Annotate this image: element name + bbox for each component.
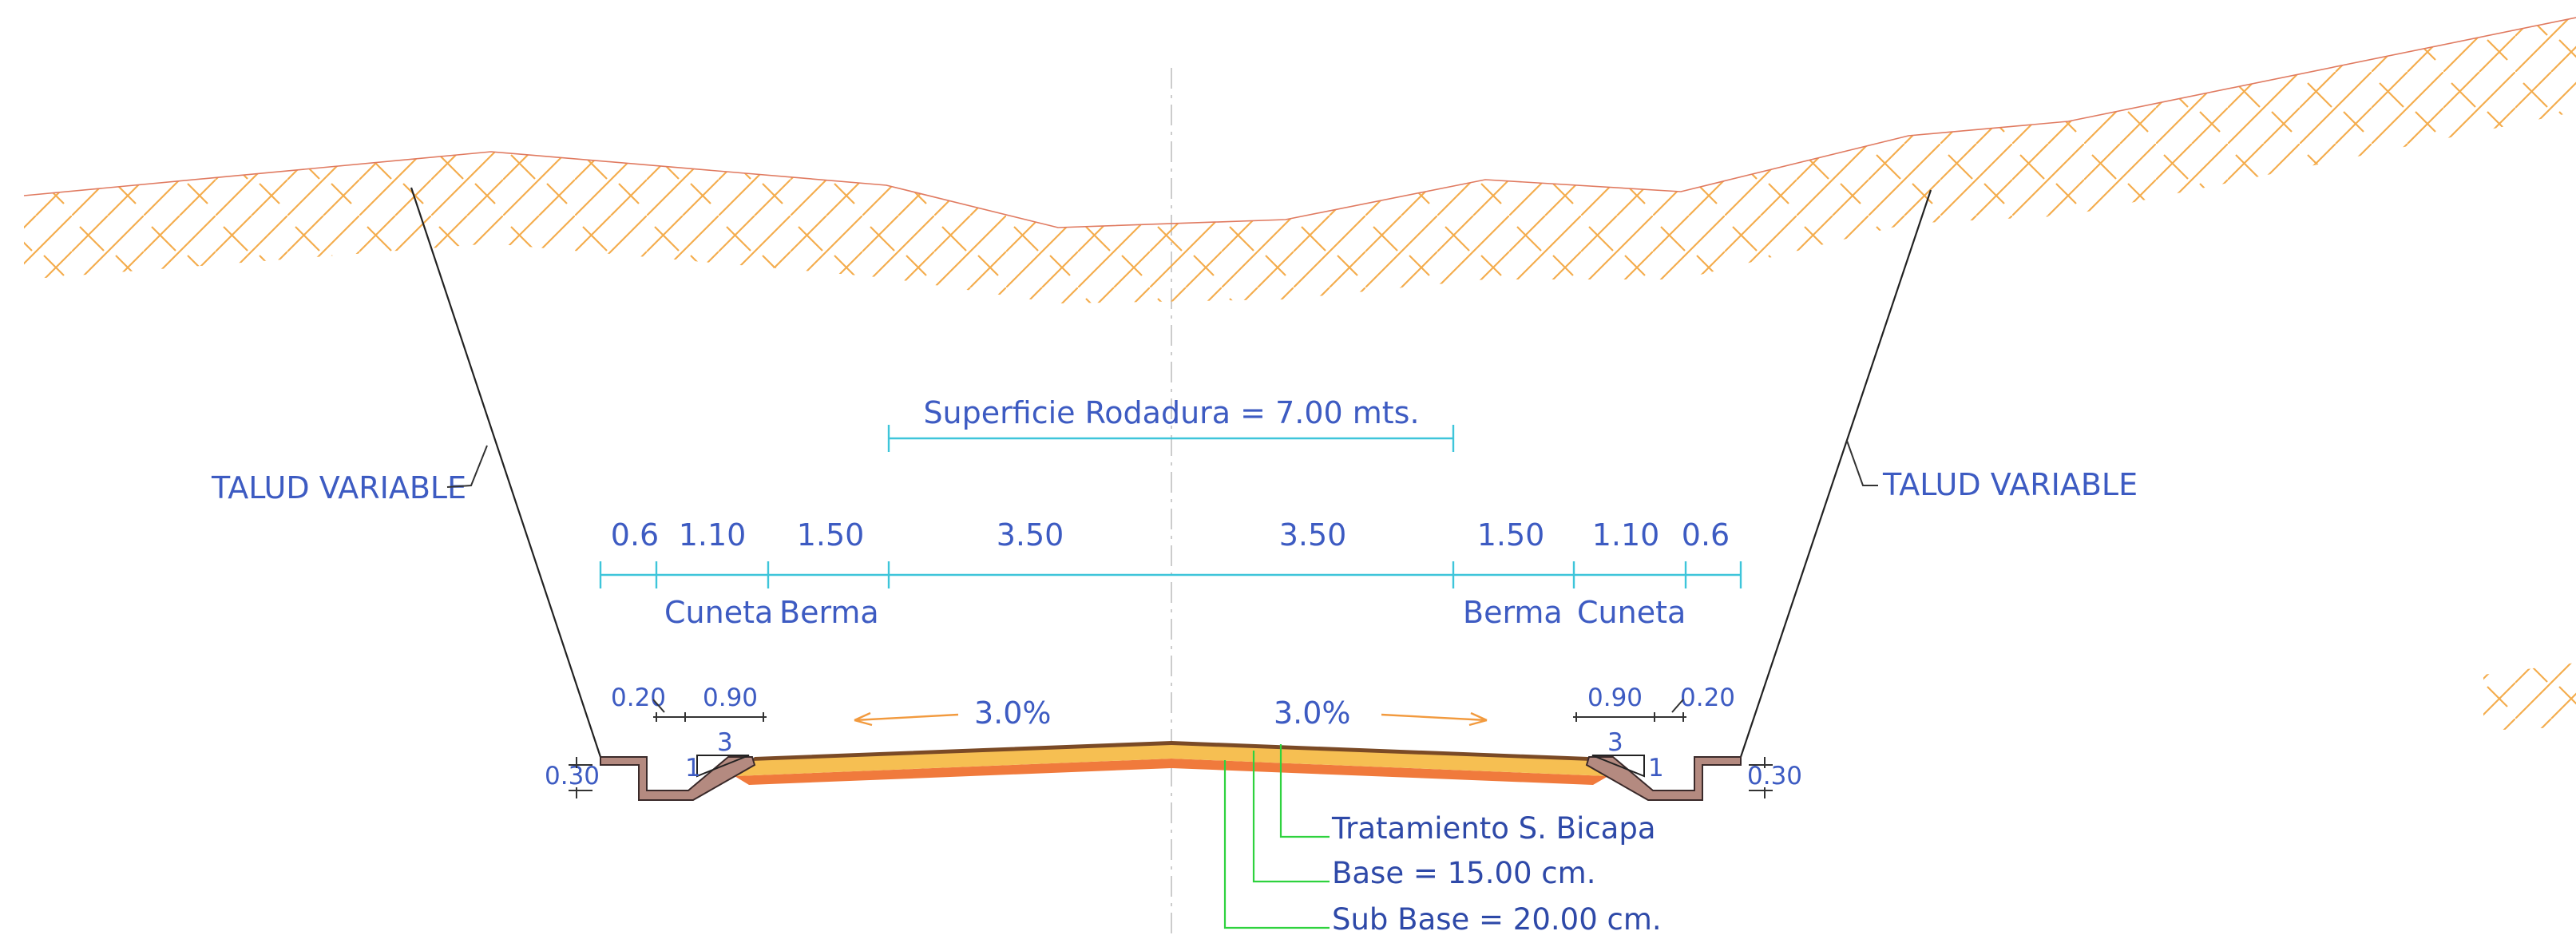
- layer-leaders: [1223, 744, 1330, 929]
- dim-right-berma: 1.50: [1477, 517, 1545, 553]
- dim-right-cuneta: 1.10: [1592, 517, 1660, 553]
- ditch-left-concrete: [600, 756, 756, 801]
- base-label: Base = 15.00 cm.: [1332, 856, 1595, 890]
- slope-arrow-right: [1381, 711, 1488, 727]
- ditch-left-ratio-h: 3: [717, 728, 733, 757]
- dim-left-cuneta: 1.10: [679, 517, 747, 553]
- ditch-right-ratio-triangle: [1591, 755, 1645, 778]
- surface-treatment-layer: [751, 741, 1592, 761]
- ditch-right-depth: 0.30: [1747, 762, 1802, 790]
- dim-right-cuneta-outer: 0.6: [1682, 517, 1730, 553]
- talud-right-leader: [1846, 440, 1878, 486]
- dim-left-cuneta-outer: 0.6: [611, 517, 659, 553]
- dim-right-lane: 3.50: [1279, 517, 1347, 553]
- dim-left-lane: 3.50: [997, 517, 1064, 553]
- ditch-right-top-small: 0.20: [1680, 683, 1735, 712]
- ditch-left-ratio-triangle: [696, 755, 750, 778]
- talud-variable-right-label: TALUD VARIABLE: [1882, 467, 2138, 502]
- cut-slope-right: [1739, 189, 1932, 758]
- ditch-left: 3 1 0.20 0.90 0.30: [545, 683, 767, 801]
- svg-text:Superficie Rodadura = 7.00 mts: Superficie Rodadura = 7.00 mts.: [923, 395, 1419, 430]
- ditch-left-top-wide: 0.90: [703, 683, 758, 712]
- berma-right-label: Berma: [1463, 595, 1563, 630]
- tratamiento-label: Tratamiento S. Bicapa: [1331, 811, 1656, 846]
- pavement-structure: [735, 741, 1608, 785]
- cuneta-right-label: Cuneta: [1577, 595, 1686, 630]
- berma-left-label: Berma: [779, 595, 879, 630]
- slope-arrow-left: [854, 711, 959, 727]
- cut-slope-left: [410, 187, 602, 758]
- superficie-dimension: Superficie Rodadura = 7.00 mts.: [887, 395, 1455, 452]
- ditch-left-depth: 0.30: [545, 762, 600, 790]
- subbase-label: Sub Base = 20.00 cm.: [1332, 902, 1662, 937]
- ditch-left-top-small: 0.20: [611, 683, 666, 712]
- talud-left-leader: [446, 445, 488, 488]
- ditch-right: 3 1 0.90 0.20 0.30: [1573, 683, 1802, 801]
- natural-ground-hatch: [23, 17, 2576, 731]
- dim-left-berma: 1.50: [797, 517, 865, 553]
- ditch-right-ratio-v: 1: [1648, 754, 1664, 783]
- slope-right-label: 3.0%: [1274, 695, 1351, 731]
- base-layer: [735, 744, 1608, 776]
- sub-base-layer: [735, 759, 1608, 785]
- cuneta-left-label: Cuneta: [664, 595, 773, 630]
- ditch-right-top-wide: 0.90: [1587, 683, 1643, 712]
- slope-left-label: 3.0%: [974, 695, 1052, 731]
- dimension-chain: [599, 561, 1742, 588]
- ditch-right-ratio-h: 3: [1607, 728, 1623, 757]
- ditch-left-ratio-v: 1: [685, 754, 701, 783]
- talud-variable-left-label: TALUD VARIABLE: [211, 470, 466, 505]
